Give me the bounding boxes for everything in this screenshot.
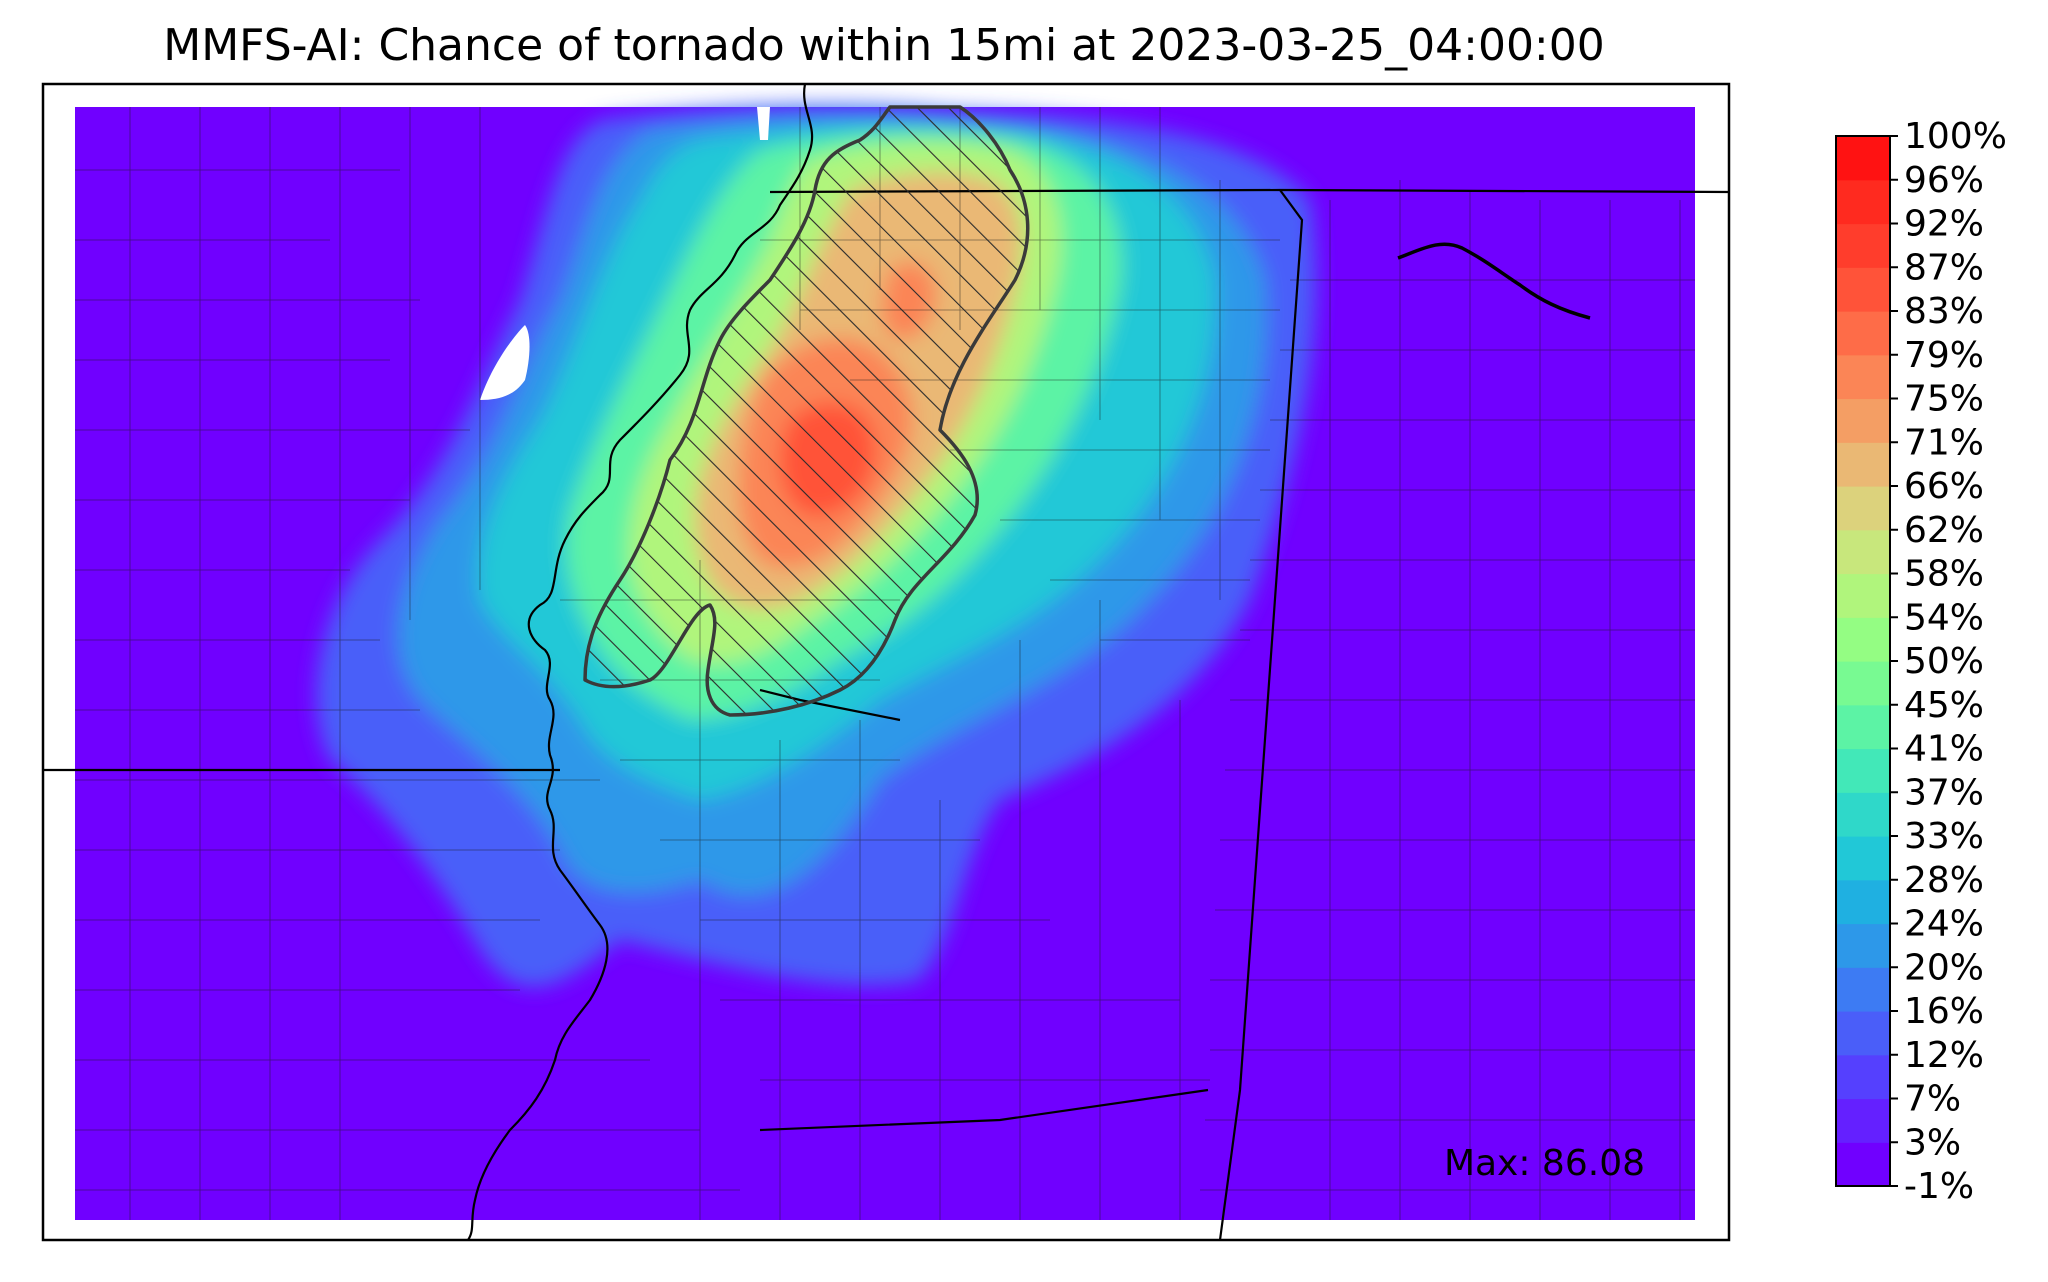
colorbar-tick-label: 50% bbox=[1904, 641, 1984, 682]
colorbar-segment bbox=[1836, 1054, 1890, 1100]
colorbar-tick-label: 45% bbox=[1904, 685, 1984, 726]
colorbar-tick-label: 71% bbox=[1904, 422, 1984, 463]
colorbar-tick-label: 54% bbox=[1904, 597, 1984, 638]
colorbar-segment bbox=[1836, 836, 1890, 881]
river-line bbox=[1397, 242, 1591, 320]
colorbar-tick-label: 16% bbox=[1904, 991, 1984, 1032]
colorbar-tick-label: 66% bbox=[1904, 466, 1984, 507]
map-frame bbox=[41, 82, 1731, 1242]
colorbar-tick-label: 20% bbox=[1904, 947, 1984, 988]
colorbar-tick-label: 79% bbox=[1904, 335, 1984, 376]
max-value-label: Max: 86.08 bbox=[1444, 1143, 1645, 1184]
colorbar: -1%3%7%12%16%20%24%28%33%37%41%45%50%54%… bbox=[1835, 116, 2007, 1207]
colorbar-tick-label: 92% bbox=[1904, 204, 1984, 245]
colorbar-tick-label: 87% bbox=[1904, 247, 1984, 288]
colorbar-tick-label: 33% bbox=[1904, 816, 1984, 857]
colorbar-tick-label: 62% bbox=[1904, 510, 1984, 551]
colorbar-segment bbox=[1836, 573, 1890, 618]
colorbar-tick-label: 37% bbox=[1904, 772, 1984, 813]
colorbar-tick-label: 28% bbox=[1904, 860, 1984, 901]
colorbar-segment bbox=[1836, 661, 1890, 706]
colorbar-segment bbox=[1836, 529, 1890, 575]
missing-data-patch bbox=[480, 325, 530, 400]
colorbar-tick-label: 75% bbox=[1904, 379, 1984, 420]
colorbar-segment bbox=[1836, 879, 1890, 925]
colorbar-tick-label: 7% bbox=[1904, 1079, 1961, 1120]
colorbar-tick-label: 24% bbox=[1904, 904, 1984, 945]
colorbar-segment bbox=[1836, 704, 1890, 750]
colorbar-segment bbox=[1836, 967, 1890, 1012]
river-line bbox=[467, 84, 814, 1240]
colorbar-tick-label: -1% bbox=[1904, 1166, 1974, 1207]
colorbar-segment bbox=[1836, 354, 1890, 400]
colorbar-segment bbox=[1836, 311, 1890, 356]
colorbar-segment bbox=[1836, 1142, 1890, 1187]
map-panel bbox=[41, 82, 1731, 1242]
colorbar-segment bbox=[1836, 792, 1890, 837]
colorbar-segment bbox=[1836, 617, 1890, 662]
colorbar-tick-label: 83% bbox=[1904, 291, 1984, 332]
colorbar-segment bbox=[1836, 1098, 1890, 1143]
colorbar-segment bbox=[1836, 398, 1890, 443]
colorbar-segment bbox=[1836, 136, 1890, 181]
colorbar-segment bbox=[1836, 748, 1890, 793]
colorbar-segment bbox=[1836, 179, 1890, 225]
colorbar-segment bbox=[1836, 442, 1890, 487]
figure-title: MMFS-AI: Chance of tornado within 15mi a… bbox=[163, 20, 1605, 71]
colorbar-tick-label: 100% bbox=[1904, 116, 2007, 157]
colorbar-tick-label: 12% bbox=[1904, 1035, 1984, 1076]
hatched-high-probability-region bbox=[583, 105, 1030, 717]
colorbar-tick-label: 58% bbox=[1904, 554, 1984, 595]
county-boundaries bbox=[75, 107, 1695, 1220]
colorbar-tick-label: 96% bbox=[1904, 160, 1984, 201]
colorbar-tick-label: 41% bbox=[1904, 729, 1984, 770]
colorbar-segment bbox=[1836, 223, 1890, 268]
colorbar-segment bbox=[1836, 486, 1890, 531]
colorbar-segment bbox=[1836, 267, 1890, 312]
missing-data-patch bbox=[757, 107, 770, 140]
colorbar-segment bbox=[1836, 1011, 1890, 1056]
colorbar-segment bbox=[1836, 923, 1890, 968]
colorbar-tick-label: 3% bbox=[1904, 1122, 1961, 1163]
